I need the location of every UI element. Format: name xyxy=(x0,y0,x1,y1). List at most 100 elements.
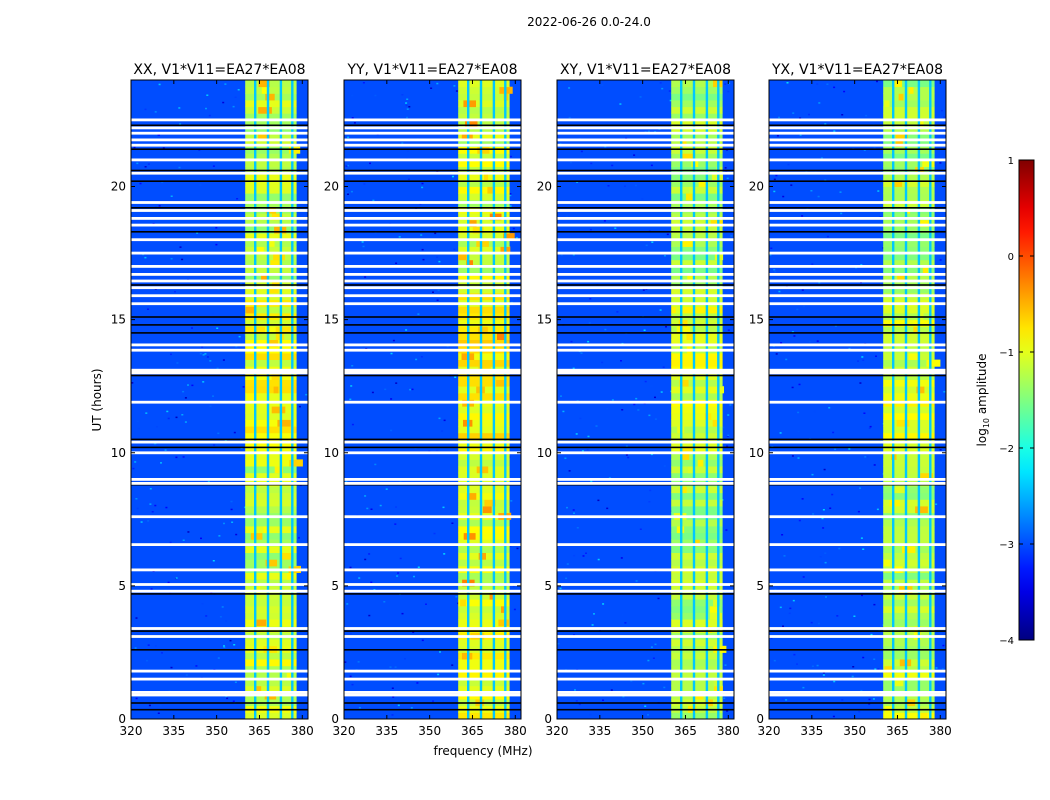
noise-speck xyxy=(361,241,364,243)
flag-row-white xyxy=(344,568,521,572)
band-hotspot xyxy=(917,119,924,127)
band-row xyxy=(671,419,723,427)
flag-row-white xyxy=(557,568,734,572)
noise-speck xyxy=(516,547,519,550)
band-row xyxy=(458,519,510,527)
noise-speck xyxy=(209,405,212,407)
band-hotspot xyxy=(274,466,283,474)
noise-speck xyxy=(801,289,804,291)
noise-speck xyxy=(206,356,209,358)
noise-speck xyxy=(406,116,408,119)
noise-speck xyxy=(939,259,942,261)
noise-speck xyxy=(663,465,666,467)
noise-speck xyxy=(215,243,218,246)
figure-suptitle: 2022-06-26 0.0-24.0 xyxy=(527,15,651,29)
band-row xyxy=(671,273,723,281)
noise-speck xyxy=(602,699,604,701)
band-row xyxy=(458,226,510,234)
band-gap xyxy=(467,80,470,719)
flag-row-white xyxy=(769,201,946,204)
band-row xyxy=(883,685,935,693)
heatmap-panel: YX, V1*V11=EA27*EA08 320 335 350 365 380 0 5 10 1… xyxy=(749,62,952,738)
band-hotspot xyxy=(921,712,928,720)
band-row xyxy=(883,506,935,514)
noise-speck xyxy=(135,697,138,700)
noise-speck xyxy=(588,322,591,324)
noise-speck xyxy=(305,393,308,396)
noise-speck xyxy=(451,664,454,666)
noise-speck xyxy=(652,657,655,659)
noise-speck xyxy=(824,552,827,554)
noise-speck xyxy=(196,232,199,234)
band-row xyxy=(458,679,510,687)
noise-speck xyxy=(345,165,348,167)
noise-speck xyxy=(149,503,152,505)
band-gap xyxy=(904,80,908,719)
flag-row-black xyxy=(344,702,521,704)
noise-speck xyxy=(811,473,814,476)
noise-speck xyxy=(860,537,863,539)
noise-speck xyxy=(136,420,139,423)
noise-speck xyxy=(422,258,425,261)
noise-speck xyxy=(147,644,150,646)
band-row xyxy=(245,452,297,460)
noise-speck xyxy=(235,533,238,536)
noise-speck xyxy=(146,659,148,662)
band-hotspot xyxy=(898,93,904,101)
x-tick-label: 335 xyxy=(800,724,823,738)
flag-row-white xyxy=(557,400,734,404)
noise-speck xyxy=(780,342,783,344)
band-row xyxy=(245,266,297,274)
noise-speck xyxy=(401,612,404,615)
band-gap xyxy=(254,80,257,719)
noise-speck xyxy=(150,588,153,590)
y-tick-label: 0 xyxy=(331,712,339,726)
band-row xyxy=(883,599,935,607)
band-row xyxy=(458,133,510,141)
band-hotspot xyxy=(913,326,918,334)
noise-speck xyxy=(433,532,436,535)
noise-speck xyxy=(200,537,202,540)
flag-row-white xyxy=(557,286,734,290)
noise-speck xyxy=(659,82,662,84)
band-hotspot xyxy=(680,239,694,247)
noise-speck xyxy=(182,539,185,541)
noise-speck xyxy=(513,608,516,611)
y-tick-label: 5 xyxy=(118,579,126,593)
noise-speck xyxy=(779,606,782,609)
band-row xyxy=(671,253,723,261)
flag-row-white xyxy=(131,543,308,546)
band-hotspot xyxy=(922,266,928,274)
flag-row-white xyxy=(769,482,946,485)
band-row xyxy=(458,119,510,127)
noise-speck xyxy=(817,622,820,625)
noise-speck xyxy=(154,111,157,113)
noise-speck xyxy=(436,299,439,301)
band-hotspot xyxy=(472,226,484,234)
noise-speck xyxy=(175,456,178,459)
band-row xyxy=(458,332,510,340)
flag-row-white xyxy=(131,143,308,147)
noise-speck xyxy=(512,227,515,230)
noise-speck xyxy=(230,500,233,503)
flag-row-white xyxy=(557,158,734,162)
flag-row-black xyxy=(344,630,521,632)
flag-row-black xyxy=(344,374,521,377)
band-row xyxy=(883,159,935,167)
noise-speck xyxy=(785,358,788,361)
band-hotspot xyxy=(501,605,506,613)
noise-speck xyxy=(727,434,730,437)
noise-speck xyxy=(624,622,627,624)
x-tick-label: 365 xyxy=(886,724,909,738)
band-row xyxy=(458,559,510,567)
flag-row-white xyxy=(131,217,308,220)
flag-row-white xyxy=(769,343,946,347)
noise-speck xyxy=(585,552,587,554)
band-hotspot xyxy=(675,146,683,154)
flag-row-white xyxy=(557,478,734,481)
flag-row-white xyxy=(344,223,521,227)
noise-speck xyxy=(412,631,415,633)
band-row xyxy=(245,133,297,141)
flag-row-white xyxy=(131,348,308,352)
noise-speck xyxy=(868,698,871,701)
